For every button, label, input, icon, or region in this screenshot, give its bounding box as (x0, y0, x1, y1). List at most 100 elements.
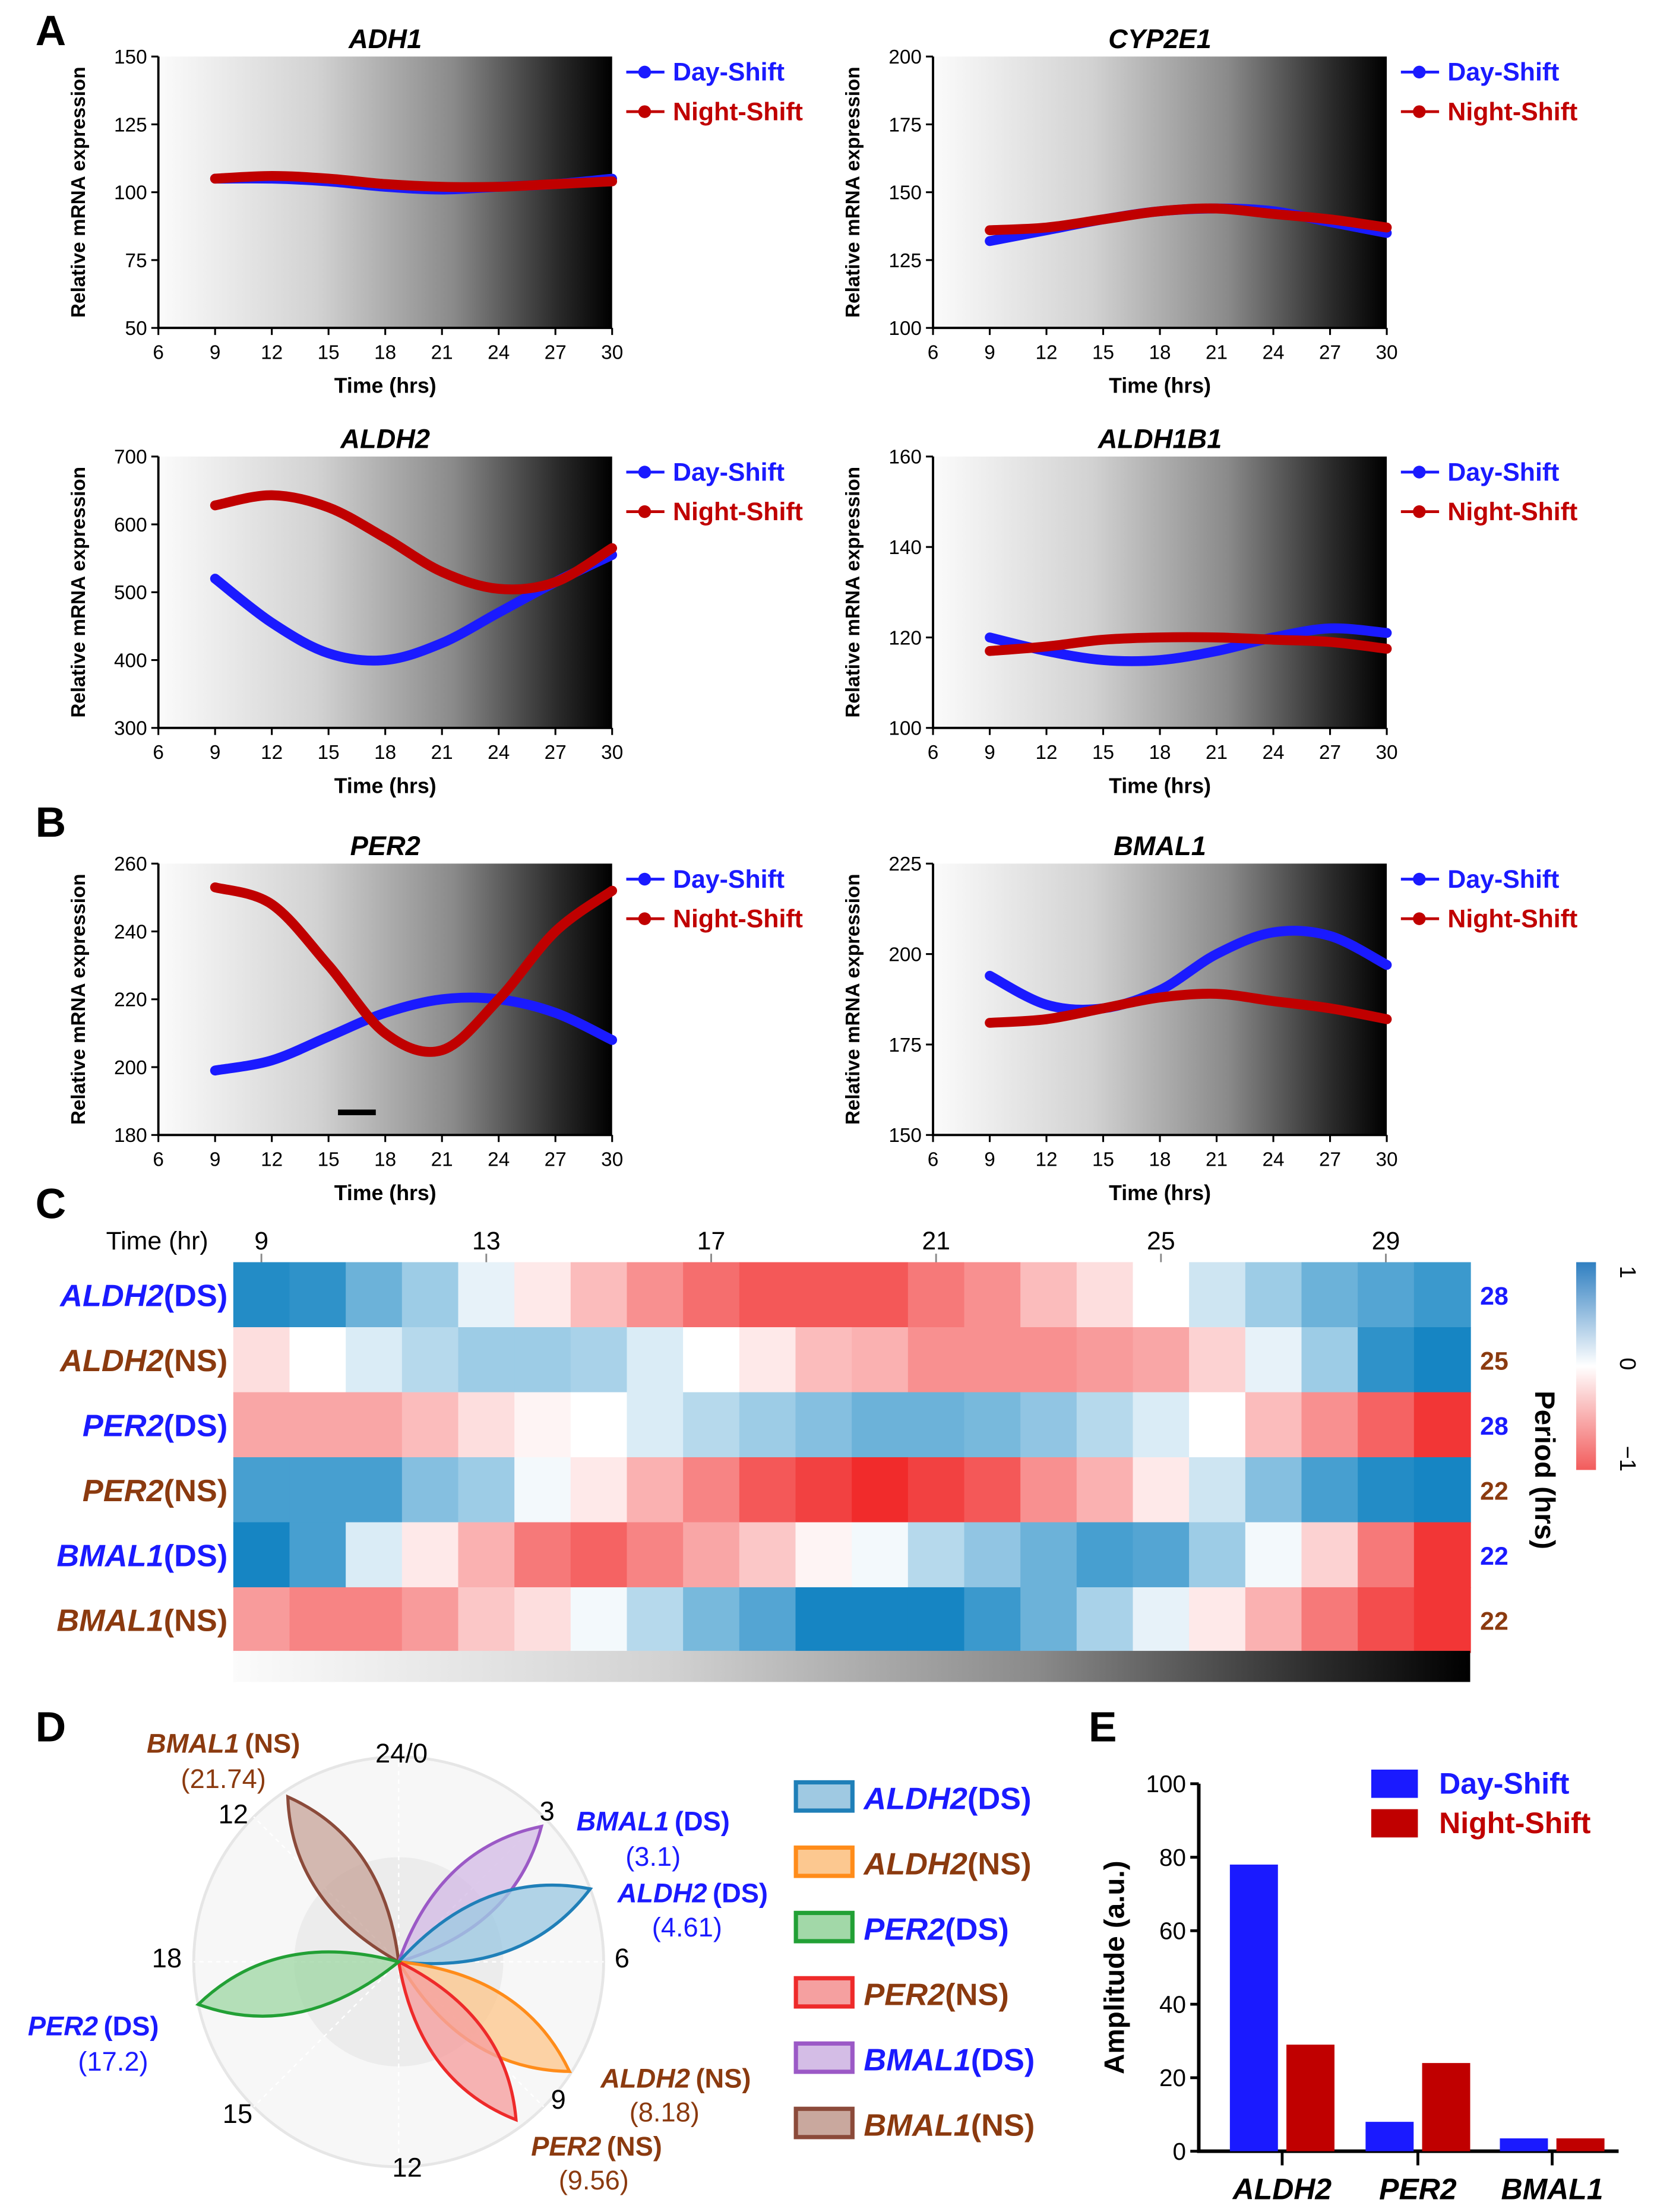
heatmap-cell (233, 1392, 290, 1458)
heatmap-cell (233, 1587, 290, 1653)
x-tick-label: 18 (1149, 342, 1171, 364)
y-tick-label: 80 (1159, 1844, 1186, 1871)
heatmap-cell (346, 1327, 403, 1393)
legend-shift: (NS) (967, 1847, 1032, 1882)
heatmap-cell (964, 1522, 1022, 1588)
day-shift-bar (1365, 2122, 1414, 2151)
heatmap-cell (852, 1522, 909, 1588)
heatmap-cell (289, 1457, 347, 1523)
legend-dot-marker (638, 872, 652, 886)
petal-gene: BMAL1 (577, 1806, 669, 1836)
heatmap-cell (907, 1587, 965, 1653)
heatmap-cell (964, 1457, 1022, 1523)
row-shift: (DS) (164, 1409, 228, 1443)
y-axis-label: Relative mRNA expression (68, 467, 90, 718)
heatmap-cell (346, 1392, 403, 1458)
heatmap-cell (1020, 1262, 1078, 1328)
legend-shift: (NS) (945, 1978, 1009, 2012)
legend-dot-marker (1413, 466, 1426, 479)
y-tick-label: 240 (114, 921, 147, 943)
heatmap-cell (683, 1522, 741, 1588)
x-tick-label: 9 (984, 742, 995, 764)
petal-gene: ALDH2 (617, 1878, 707, 1909)
x-tick-label: 27 (545, 1149, 567, 1171)
heatmap-cell (964, 1262, 1022, 1328)
heatmap-cell (1245, 1262, 1302, 1328)
heatmap-cell (1301, 1457, 1359, 1523)
chart-title: ALDH1B1 (1098, 424, 1222, 454)
heatmap-cell (1358, 1262, 1415, 1328)
x-tick-label: 27 (545, 742, 567, 764)
y-axis-label: Relative mRNA expression (68, 67, 90, 318)
heatmap-cell (1245, 1392, 1302, 1458)
y-tick-label: 180 (114, 1125, 147, 1147)
x-tick-label: 18 (374, 742, 396, 764)
heatmap-cell (458, 1522, 516, 1588)
y-tick-label: 75 (125, 250, 147, 272)
heatmap-cell (1189, 1522, 1247, 1588)
day-night-gradient-bar (233, 1651, 1470, 1682)
row-label: ALDH2(NS) (59, 1344, 227, 1378)
row-gene: PER2 (83, 1474, 164, 1508)
heatmap-row: ALDH2(DS) 28 (59, 1262, 1508, 1328)
x-tick-label: 15 (318, 342, 340, 364)
heatmap-cell (458, 1392, 516, 1458)
heatmap-cell (346, 1262, 403, 1328)
colorbar (1576, 1262, 1596, 1470)
hour-label: 12 (392, 2152, 422, 2182)
legend-dot-marker (638, 466, 652, 479)
period-value: 22 (1480, 1477, 1508, 1505)
legend-gene: ALDH2 (862, 1782, 967, 1817)
colorbar-tick-label: 1 (1615, 1266, 1640, 1279)
y-tick-label: 125 (888, 250, 922, 272)
petal-aldh2-ds (395, 1883, 593, 1966)
heatmap-cell (907, 1262, 965, 1328)
heatmap-cell (570, 1262, 628, 1328)
heatmap-cell (1358, 1587, 1415, 1653)
x-axis-label: Time (hrs) (334, 774, 437, 798)
heatmap-cell (1076, 1457, 1134, 1523)
legend-label: Day-Shift (1447, 58, 1559, 87)
heatmap-cell (346, 1587, 403, 1653)
row-shift: (NS) (164, 1344, 228, 1378)
y-tick-label: 175 (888, 1034, 922, 1056)
heatmap-cell (1076, 1522, 1134, 1588)
petal-phase-value: (4.61) (652, 1912, 722, 1942)
heatmap-cell (514, 1392, 572, 1458)
legend-item: PER2(NS) (793, 1976, 1009, 2012)
x-tick-label: 21 (1206, 742, 1228, 764)
chart-title: CYP2E1 (1108, 24, 1211, 54)
day-shift-line (210, 992, 618, 1076)
legend-label: Day-Shift (673, 458, 785, 486)
heatmap-cell (1413, 1392, 1471, 1458)
heatmap-cell (1245, 1327, 1302, 1393)
legend-dot-marker (638, 505, 652, 518)
y-tick-label: 400 (114, 650, 147, 672)
heatmap-cell (964, 1327, 1022, 1393)
heatmap-cell (570, 1457, 628, 1523)
y-tick-label: 300 (114, 718, 147, 740)
night-shift-bar (1422, 2063, 1470, 2151)
heatmap-cell (1189, 1587, 1247, 1653)
legend-item: BMAL1(NS) (793, 2106, 1035, 2143)
x-tick-label: 6 (153, 742, 164, 764)
x-tick-label: 30 (601, 342, 623, 364)
heatmap-cell (627, 1327, 684, 1393)
y-tick-label: 50 (125, 318, 147, 340)
heatmap-cell (1020, 1327, 1078, 1393)
x-tick-label: 6 (153, 1149, 164, 1171)
x-tick-label: 18 (374, 1149, 396, 1171)
heatmap-cell (795, 1522, 853, 1588)
y-axis-label: Relative mRNA expression (842, 467, 864, 718)
x-tick-label: 18 (1149, 742, 1171, 764)
heatmap-cell (458, 1587, 516, 1653)
legend-label: Day-Shift (673, 865, 785, 894)
heatmap-cell (1076, 1392, 1134, 1458)
time-tick-label: 21 (922, 1227, 950, 1255)
y-tick-label: 100 (888, 718, 922, 740)
x-tick-label: 18 (1149, 1149, 1171, 1171)
row-label: PER2(NS) (83, 1474, 227, 1508)
heatmap-cell (401, 1327, 459, 1393)
heatmap-cell (514, 1262, 572, 1328)
